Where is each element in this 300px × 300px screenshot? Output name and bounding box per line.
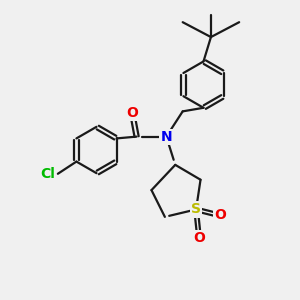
Text: N: N	[160, 130, 172, 144]
Text: O: O	[193, 231, 205, 245]
Text: O: O	[126, 106, 138, 120]
Text: S: S	[191, 202, 201, 216]
Text: Cl: Cl	[40, 167, 55, 181]
Text: O: O	[214, 208, 226, 222]
